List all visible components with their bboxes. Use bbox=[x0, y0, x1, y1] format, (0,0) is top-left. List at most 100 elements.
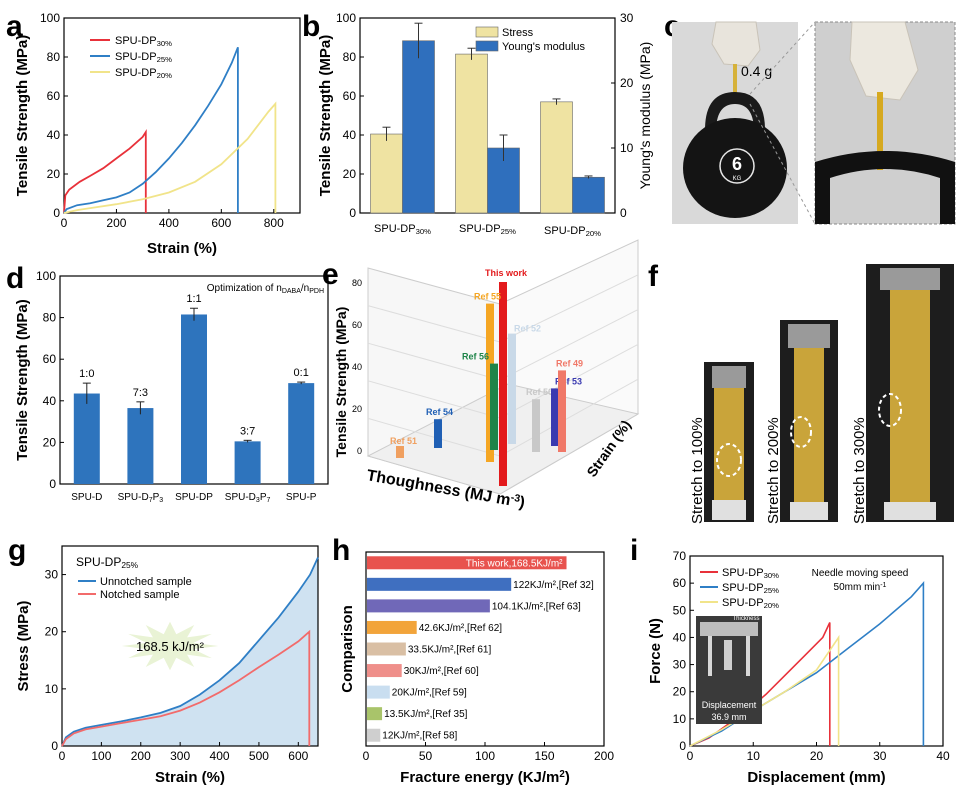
y-tick-label: 60 bbox=[343, 89, 357, 103]
legend-label: SPU-DP30% bbox=[722, 567, 779, 580]
y-tick-label: 30 bbox=[45, 568, 59, 582]
bar-label: Ref 55 bbox=[474, 292, 501, 302]
panel-letter-e: e bbox=[322, 258, 339, 291]
y-tick-label: 60 bbox=[352, 320, 362, 330]
x-tick-label: 300 bbox=[170, 749, 190, 763]
bar-Stress bbox=[455, 53, 488, 214]
bar-Young's modulus bbox=[402, 40, 435, 214]
y-tick-label: 10 bbox=[673, 712, 687, 726]
bar bbox=[288, 383, 315, 484]
x-tick-label: 200 bbox=[131, 749, 151, 763]
x-tick-label: 0 bbox=[59, 749, 66, 763]
category-label: SPU-D7P3 bbox=[118, 492, 164, 504]
glove-hand bbox=[711, 21, 761, 67]
series-line-25% bbox=[63, 46, 239, 214]
zoom-line-1 bbox=[749, 21, 816, 95]
speed-annotation-2: 50mm min-1 bbox=[834, 582, 887, 594]
x-tick-label: 400 bbox=[159, 216, 179, 230]
y-tick-label: 40 bbox=[47, 128, 61, 142]
y-tick-label: 20 bbox=[43, 435, 57, 449]
y-tick-label: 40 bbox=[43, 394, 57, 408]
panel-letter-g: g bbox=[8, 534, 26, 567]
bar-label: Ref 52 bbox=[514, 324, 541, 334]
inset-label-thickness: Thickness bbox=[732, 616, 759, 622]
bar-label: 12KJ/m²,[Ref 58] bbox=[382, 731, 457, 742]
grid-line bbox=[499, 274, 639, 343]
series-notched bbox=[61, 629, 311, 747]
bar bbox=[367, 642, 406, 656]
grid-line bbox=[499, 343, 639, 419]
bar-label: 20KJ/m²,[Ref 59] bbox=[392, 688, 467, 699]
bar-label: 122KJ/m²,[Ref 32] bbox=[513, 580, 594, 591]
photo-f3-marker bbox=[878, 393, 902, 427]
panel-letter-d: d bbox=[6, 262, 24, 295]
x-tick-label: 200 bbox=[106, 216, 126, 230]
bar bbox=[367, 599, 490, 613]
kettlebell-badge bbox=[719, 148, 755, 184]
x-tick-label: 0 bbox=[363, 749, 370, 763]
bar-Ref-53 bbox=[551, 388, 559, 446]
category-label: SPU-P bbox=[286, 492, 317, 503]
plot-frame bbox=[63, 17, 301, 214]
x-tick-label: 500 bbox=[249, 749, 269, 763]
y-tick-label: 80 bbox=[47, 50, 61, 64]
y-axis-label: Tensile Strength (MPa) bbox=[14, 299, 31, 460]
category-label: SPU-D bbox=[71, 492, 102, 503]
y-tick-label: 0 bbox=[49, 477, 56, 491]
y-axis-label: Tensile Strength (MPa) bbox=[14, 35, 31, 196]
bar-label: 33.5KJ/m²,[Ref 61] bbox=[408, 645, 492, 656]
y-tick-label: 10 bbox=[45, 682, 59, 696]
legend-label: SPU-DP30% bbox=[115, 35, 172, 48]
photo-f3-top-clamp bbox=[880, 268, 940, 290]
photo-f1-marker bbox=[716, 443, 742, 477]
bar-Ref-51 bbox=[396, 446, 404, 458]
bar bbox=[367, 728, 381, 742]
panel-f-photos: Stretch to 100% Stretch to 200% Stretch … bbox=[689, 264, 954, 524]
ratio-label: 1:0 bbox=[79, 368, 94, 380]
y-tick-label: 0 bbox=[53, 206, 60, 220]
bar-Stress bbox=[540, 101, 573, 214]
kettlebell-handle-zoom bbox=[815, 151, 955, 224]
glove-hand-zoom bbox=[849, 21, 919, 101]
inset-post bbox=[746, 636, 750, 676]
photo-f2-top-clamp bbox=[788, 324, 830, 348]
category-label: SPU-D3P7 bbox=[225, 492, 271, 504]
inset-needle bbox=[724, 640, 732, 670]
x-tick-label: 20 bbox=[810, 749, 824, 763]
y-tick-label: 30 bbox=[673, 658, 687, 672]
bar-Ref-56 bbox=[490, 363, 498, 450]
energy-annotation: 168.5 kJ/m² bbox=[136, 639, 205, 654]
x-axis-label: Displacement (mm) bbox=[747, 769, 885, 786]
y-axis-label: Force (N) bbox=[647, 618, 664, 684]
stretch-label-300: Stretch to 300% bbox=[851, 417, 868, 524]
category-label: SPU-DP bbox=[175, 492, 213, 503]
kettlebell-number: 6 bbox=[732, 154, 742, 174]
bar-Ref-54 bbox=[434, 419, 442, 448]
chart-i: 0 10 20 30 40 0 10 20 30 40 50 60 70 SPU-DP30% SPU-DP2… bbox=[647, 549, 950, 786]
bar-label: 104.1KJ/m²,[Ref 63] bbox=[492, 601, 581, 612]
photo-f1-bottom-clamp bbox=[712, 500, 746, 520]
legend-label: Notched sample bbox=[100, 589, 180, 601]
panel-c-photos: 0.4 g 6 KG bbox=[672, 21, 956, 225]
grid-line bbox=[499, 309, 639, 381]
category-label: SPU-DP30% bbox=[374, 223, 431, 236]
y-tick-label: 20 bbox=[45, 625, 59, 639]
x-axis-label: Strain (%) bbox=[155, 769, 225, 786]
x-tick-label: 50 bbox=[419, 749, 433, 763]
panel-letter-h: h bbox=[332, 534, 350, 567]
x-tick-label: 100 bbox=[475, 749, 495, 763]
panel-letters: a b c d e f g h i bbox=[6, 10, 681, 567]
chart-g: 0 100 200 300 400 500 600 0 10 20 30 168.5 kJ/m² SPU… bbox=[15, 545, 319, 786]
ratio-label: 0:1 bbox=[294, 367, 309, 379]
legend-label: SPU-DP20% bbox=[722, 597, 779, 610]
bar-label: Ref 51 bbox=[390, 436, 417, 446]
x-tick-label: 200 bbox=[594, 749, 614, 763]
legend-label: Stress bbox=[502, 27, 534, 39]
y-tick-label: 20 bbox=[673, 685, 687, 699]
y2-tick-label: 30 bbox=[620, 11, 634, 25]
chart-b: 0 20 40 60 80 100 0 10 20 30 SPU-DP30% SPU-DP25% SPU… bbox=[317, 11, 653, 238]
bar-label: This work bbox=[485, 268, 528, 278]
legend-swatch bbox=[475, 40, 499, 52]
y-tick-label: 70 bbox=[673, 549, 687, 563]
